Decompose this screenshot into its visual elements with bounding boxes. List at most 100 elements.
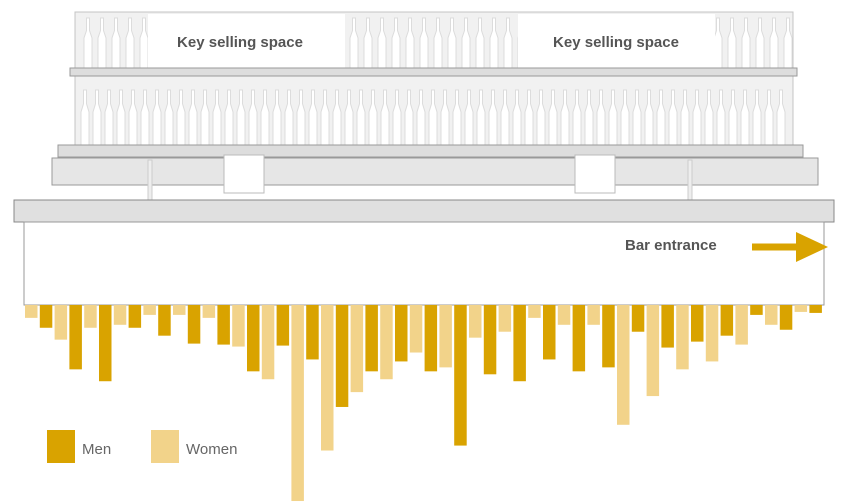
bar (350, 305, 364, 393)
bar (187, 305, 201, 344)
bottle (704, 89, 714, 146)
bar (513, 305, 526, 382)
bottle (104, 89, 114, 146)
bottle (377, 17, 387, 69)
bottle (524, 89, 534, 146)
bar (247, 305, 260, 372)
bar (631, 305, 645, 332)
bottle (308, 89, 318, 146)
bottle (447, 17, 457, 69)
bottle (320, 89, 330, 146)
bottle (404, 89, 414, 146)
bottle (332, 89, 342, 146)
bar (750, 305, 763, 315)
bar (676, 305, 689, 370)
bar (543, 305, 556, 360)
bottle (500, 89, 510, 146)
bottle (668, 89, 678, 146)
bottle (608, 89, 618, 146)
bar (765, 305, 778, 325)
bottle (176, 89, 186, 146)
bar (25, 305, 38, 318)
bar (380, 305, 393, 380)
bar (572, 305, 586, 372)
bar (291, 305, 304, 502)
bottle (200, 89, 210, 146)
bar (39, 305, 53, 328)
bar (335, 305, 349, 407)
bottle (248, 89, 258, 146)
bottle (584, 89, 594, 146)
tap (147, 159, 153, 206)
back-counter (51, 157, 819, 186)
bar (528, 305, 541, 318)
bottle (488, 89, 498, 146)
label-box (148, 14, 345, 68)
bottle (296, 89, 306, 146)
bottle (140, 89, 150, 146)
bar (483, 305, 497, 375)
bottle (391, 17, 401, 69)
bar (498, 305, 512, 332)
bottle (260, 89, 270, 146)
bottle (440, 89, 450, 146)
bar (602, 305, 615, 368)
legend-label: Women (186, 441, 237, 458)
bar (69, 305, 82, 370)
bar (232, 305, 245, 347)
bottle (475, 17, 485, 69)
bottle (344, 89, 354, 146)
bottle (740, 89, 750, 146)
shelf-ledge (57, 144, 804, 158)
bottle (741, 17, 751, 69)
bottle (452, 89, 462, 146)
bottle (164, 89, 174, 146)
bar (617, 305, 630, 425)
register (574, 154, 616, 194)
bar (173, 305, 186, 315)
bar (794, 305, 808, 312)
bar (158, 305, 171, 336)
bar (202, 305, 216, 318)
legend: Men Women (47, 430, 237, 463)
bottle (212, 89, 222, 146)
bar (424, 305, 438, 372)
bottle (224, 89, 234, 146)
bar (705, 305, 719, 362)
bottle (116, 89, 126, 146)
bar (469, 305, 482, 338)
bottle (572, 89, 582, 146)
bottle (692, 89, 702, 146)
bar (54, 305, 68, 340)
bar (321, 305, 334, 451)
bottle (80, 89, 90, 146)
bottle (503, 17, 513, 69)
bottle (656, 89, 666, 146)
bottle (363, 17, 373, 69)
bar (306, 305, 319, 360)
bar (587, 305, 600, 325)
bar (261, 305, 275, 380)
bottle (392, 89, 402, 146)
bottle (416, 89, 426, 146)
bar (128, 305, 142, 328)
bar (557, 305, 571, 325)
bottle (272, 89, 282, 146)
register (223, 154, 265, 194)
legend-label: Men (82, 441, 111, 458)
bar-front (23, 221, 825, 306)
bottle (83, 17, 93, 69)
bottle (632, 89, 642, 146)
bottle (356, 89, 366, 146)
bottle (92, 89, 102, 146)
tap (687, 159, 693, 206)
bottle (776, 89, 786, 146)
bottle (512, 89, 522, 146)
bottle (461, 17, 471, 69)
bar (779, 305, 793, 330)
bottle (464, 89, 474, 146)
bar (661, 305, 674, 348)
annotation: Bar entrance (625, 237, 717, 254)
bottle (560, 89, 570, 146)
bottle (680, 89, 690, 146)
